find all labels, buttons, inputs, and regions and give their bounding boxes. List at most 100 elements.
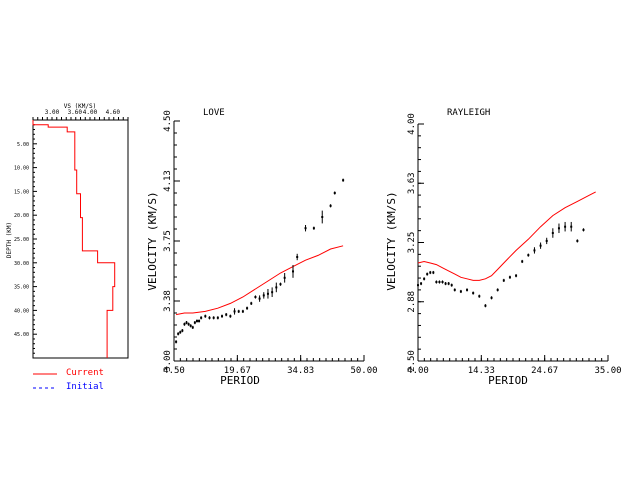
rayleigh-data-point: [496, 288, 499, 291]
rayleigh-data-point: [426, 273, 429, 276]
love-data-point: [229, 315, 232, 318]
rayleigh-data-point: [533, 249, 536, 252]
love-observed-series: [175, 178, 345, 344]
love-data-point: [279, 283, 282, 286]
rayleigh-data-point: [459, 290, 462, 293]
rayleigh-data-point: [582, 228, 585, 231]
love-data-point: [181, 329, 184, 332]
love-data-point: [187, 323, 190, 326]
depth-model-y-ticks: 5.00 10.00 15.00 20.00 25.00 30.00 35.00 40.00 4…: [14, 119, 37, 359]
depth-model-y-tick-label: 20.00: [14, 213, 29, 219]
legend-current-label: Current: [66, 368, 104, 378]
rayleigh-x-tick-label: 24.67: [531, 366, 558, 376]
rayleigh-model-series: [417, 191, 596, 281]
rayleigh-data-point: [521, 260, 524, 263]
love-data-point: [250, 302, 253, 305]
love-data-point: [296, 256, 299, 258]
love-data-point: [198, 320, 201, 322]
depth-model-series: [32, 120, 116, 358]
rayleigh-axes: 4.00 14.33 24.67 35.00 2.50 2.88 3.25 3.63 4.00: [407, 113, 622, 376]
rayleigh-data-point: [438, 281, 441, 283]
legend-initial-label: Initial: [66, 382, 104, 392]
love-panel: 4.50 19.67 34.83 50.00 3.00 3.38 3.75 4.134.50 …: [146, 108, 378, 387]
rayleigh-observed-series: [417, 221, 585, 308]
love-data-point: [221, 315, 224, 318]
rayleigh-x-tick-label: 35.00: [594, 366, 621, 376]
rayleigh-data-point: [490, 296, 493, 299]
love-data-point: [275, 286, 278, 289]
depth-model-y-tick-label: 10.00: [14, 166, 29, 172]
depth-model-x-tick-label: 4.00: [83, 109, 98, 116]
love-data-point: [246, 307, 249, 310]
rayleigh-data-point: [417, 284, 419, 287]
rayleigh-data-point: [453, 288, 456, 291]
rayleigh-data-point: [466, 288, 469, 291]
love-data-point: [175, 340, 178, 343]
rayleigh-data-point: [478, 295, 481, 298]
rayleigh-data-point: [484, 304, 487, 307]
rayleigh-data-point: [527, 254, 530, 257]
love-data-point: [321, 216, 324, 218]
love-data-point: [258, 297, 261, 300]
love-y-tick-label: 4.13: [163, 170, 173, 192]
love-data-point: [193, 321, 196, 324]
love-x-tick-label: 19.67: [224, 366, 251, 376]
depth-model-y-axis-label: DEPTH (KM): [6, 222, 13, 258]
rayleigh-data-point: [441, 281, 444, 283]
rayleigh-x-axis-label: PERIOD: [488, 374, 528, 387]
love-x-tick-label: 50.00: [350, 366, 377, 376]
depth-model-y-tick-label: 25.00: [14, 237, 29, 243]
love-data-point: [329, 204, 332, 207]
love-data-point: [195, 320, 198, 322]
love-data-point: [241, 310, 244, 313]
love-data-point: [271, 291, 274, 294]
rayleigh-data-point: [545, 239, 548, 242]
rayleigh-y-tick-label: 2.88: [407, 291, 417, 313]
depth-model-line-current: [32, 120, 116, 358]
rayleigh-y-tick-label: 3.25: [407, 232, 417, 254]
love-data-point: [189, 324, 192, 327]
legend: Current Initial: [33, 368, 104, 392]
love-x-axis-label: PERIOD: [220, 374, 260, 387]
love-data-point: [200, 316, 203, 319]
love-data-point: [204, 315, 207, 318]
love-data-point: [283, 276, 286, 279]
love-data-point: [177, 332, 180, 335]
love-data-point: [304, 227, 307, 230]
rayleigh-data-point: [564, 225, 567, 228]
rayleigh-data-point: [472, 292, 475, 295]
love-data-point: [312, 227, 315, 230]
love-data-point: [208, 316, 211, 319]
depth-model-x-tick-label: 3.60: [68, 109, 83, 116]
love-data-point: [333, 192, 336, 194]
depth-model-y-tick-label: 40.00: [14, 308, 29, 314]
love-data-point: [266, 292, 269, 295]
love-y-tick-label: 3.75: [163, 230, 173, 252]
love-data-point: [183, 323, 186, 326]
rayleigh-data-point: [515, 274, 518, 277]
love-data-point: [225, 313, 228, 316]
depth-model-y-tick-label: 35.00: [14, 285, 29, 291]
rayleigh-y-tick-label: 4.00: [407, 113, 417, 135]
rayleigh-x-tick-label: 4.00: [407, 366, 429, 376]
depth-model-x-tick-label: 3.00: [45, 109, 60, 116]
rayleigh-data-point: [423, 277, 426, 280]
rayleigh-data-point: [539, 244, 542, 247]
depth-model-y-tick-label: 45.00: [14, 332, 29, 338]
rayleigh-data-point: [570, 225, 573, 228]
rayleigh-data-point: [450, 284, 453, 287]
love-data-point: [254, 296, 257, 298]
depth-model-x-tick-label: 4.60: [106, 109, 121, 116]
love-axes: 4.50 19.67 34.83 50.00 3.00 3.38 3.75 4.13 4.50: [163, 110, 378, 376]
love-data-point: [212, 316, 215, 319]
rayleigh-y-tick-label: 3.63: [407, 172, 417, 194]
love-y-tick-label: 3.38: [163, 290, 173, 312]
rayleigh-data-point: [435, 281, 438, 283]
love-data-point: [262, 294, 265, 297]
rayleigh-data-point: [432, 271, 435, 274]
love-title: LOVE: [203, 108, 225, 118]
rayleigh-y-tick-label: 2.50: [407, 350, 417, 372]
rayleigh-x-tick-label: 14.33: [468, 366, 495, 376]
rayleigh-data-point: [447, 282, 450, 285]
